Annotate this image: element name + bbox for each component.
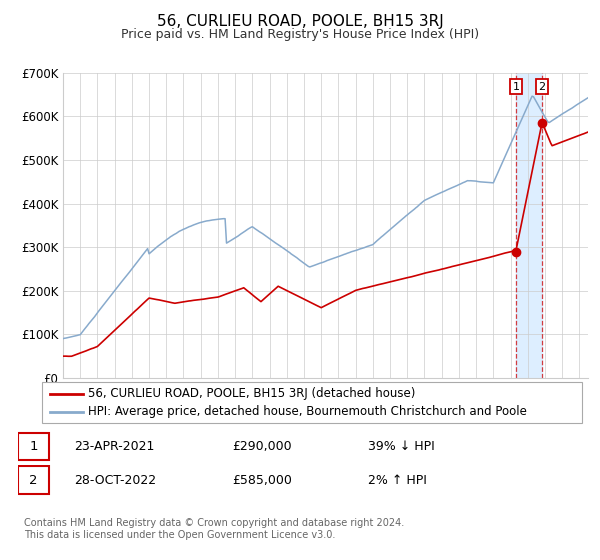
Text: 2: 2	[538, 82, 545, 91]
Text: Price paid vs. HM Land Registry's House Price Index (HPI): Price paid vs. HM Land Registry's House …	[121, 28, 479, 41]
Text: 39% ↓ HPI: 39% ↓ HPI	[368, 440, 434, 453]
Text: HPI: Average price, detached house, Bournemouth Christchurch and Poole: HPI: Average price, detached house, Bour…	[88, 405, 527, 418]
Text: Contains HM Land Registry data © Crown copyright and database right 2024.
This d: Contains HM Land Registry data © Crown c…	[24, 518, 404, 540]
FancyBboxPatch shape	[42, 382, 582, 423]
Text: £585,000: £585,000	[232, 474, 292, 487]
FancyBboxPatch shape	[18, 466, 49, 494]
FancyBboxPatch shape	[18, 433, 49, 460]
Text: 1: 1	[512, 82, 520, 91]
Text: 23-APR-2021: 23-APR-2021	[74, 440, 155, 453]
Bar	[516, 73, 542, 378]
Text: 1: 1	[29, 440, 38, 453]
Text: 56, CURLIEU ROAD, POOLE, BH15 3RJ: 56, CURLIEU ROAD, POOLE, BH15 3RJ	[157, 14, 443, 29]
Text: 28-OCT-2022: 28-OCT-2022	[74, 474, 157, 487]
Text: £290,000: £290,000	[232, 440, 292, 453]
Text: 2% ↑ HPI: 2% ↑ HPI	[368, 474, 427, 487]
Text: 56, CURLIEU ROAD, POOLE, BH15 3RJ (detached house): 56, CURLIEU ROAD, POOLE, BH15 3RJ (detac…	[88, 388, 415, 400]
Text: 2: 2	[29, 474, 38, 487]
